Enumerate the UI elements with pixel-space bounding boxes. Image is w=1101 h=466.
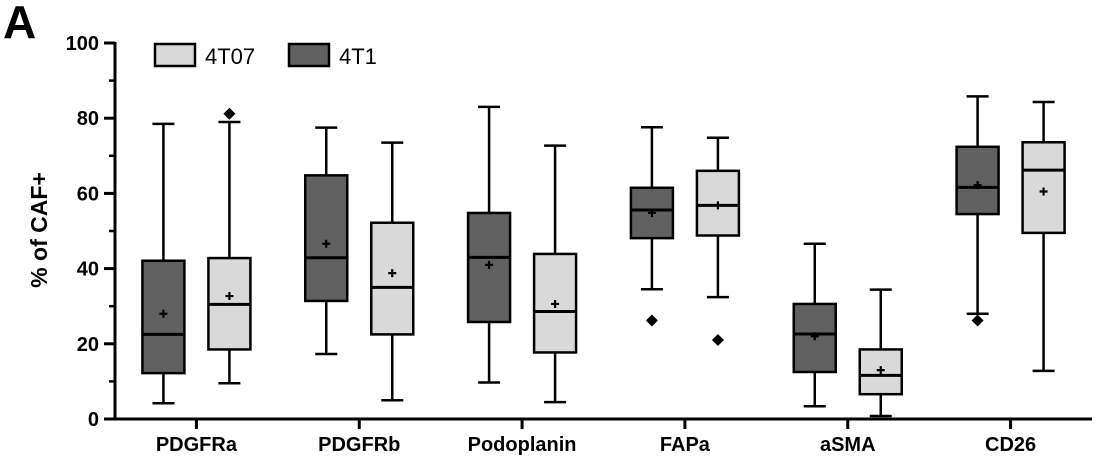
box-4T1-PDGFRa [141,122,186,405]
box-4T1-aSMA [792,242,837,408]
y-axis-title: % of CAF+ [26,172,52,288]
boxes-layer [141,95,1066,418]
axes: 0 20 40 60 80 100 PDGFRa PDGFRb Podoplanin FAPa aS… [66,33,1092,456]
mean-marker [322,239,331,248]
mean-marker [647,208,656,217]
x-tick-label: PDGFRb [318,434,400,456]
box-4T07-PDGFRb [370,141,415,402]
mean-marker [485,260,494,269]
x-tick-label: aSMA [820,434,876,456]
box-iqr [304,174,349,303]
box-4T1-PDGFRb [304,126,349,356]
mean-marker [551,299,560,308]
y-tick-label: 0 [88,409,99,431]
box-4T07-aSMA [858,288,903,418]
mean-marker [973,181,982,190]
box-4T1-CD26 [955,95,1000,327]
box-4T07-PDGFRa [207,107,252,385]
mean-marker [713,201,722,210]
mean-marker [388,269,397,278]
box-4T07-FAPa [695,136,741,347]
panel-label: A [3,0,36,48]
box-iqr [955,145,1000,216]
y-tick-label: 20 [77,334,99,356]
legend-label: 4T07 [205,44,255,69]
legend-label: 4T1 [339,44,377,69]
box-iqr [858,348,903,396]
y-tick-label: 40 [77,259,99,281]
x-tick-label: Podoplanin [468,434,577,456]
x-tick-label: CD26 [985,434,1036,456]
outlier-point [645,314,658,327]
outlier-point [223,107,236,120]
box-4T07-CD26 [1021,100,1066,373]
x-tick-label: PDGFRa [156,434,238,456]
mean-marker [225,292,234,301]
legend: 4T07 4T1 [153,42,377,69]
y-tick-label: 60 [77,183,99,205]
box-iqr [370,221,415,336]
mean-marker [810,332,819,341]
legend-swatch [153,42,197,68]
x-tick-label: FAPa [660,434,711,456]
box-4T1-FAPa [629,125,675,327]
mean-marker [159,309,168,318]
mean-marker [1039,187,1048,196]
box-4T1-Podoplanin [466,105,512,384]
y-tick-label: 100 [66,33,99,55]
legend-swatch [287,42,331,68]
box-4T07-Podoplanin [532,144,578,404]
outlier-point [711,334,724,347]
mean-marker [876,366,885,375]
outlier-point [971,314,984,327]
y-tick-label: 80 [77,108,99,130]
